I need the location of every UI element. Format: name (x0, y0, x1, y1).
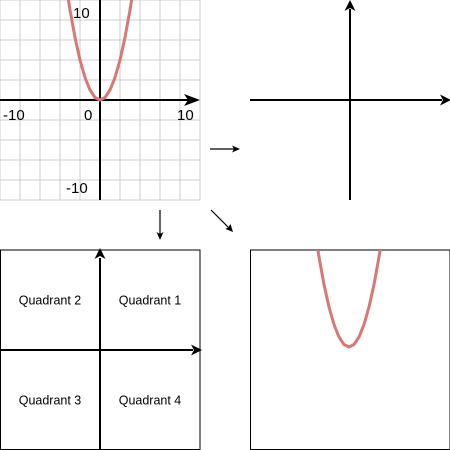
tick-label-y-min: -10 (66, 180, 88, 197)
curve-panel-frame (251, 250, 450, 450)
quadrant-2-label: Quadrant 2 (19, 294, 82, 308)
tick-label-x-min: -10 (3, 107, 25, 124)
tick-label-y-max: 10 (73, 5, 90, 22)
curve-panel (251, 245, 450, 450)
arrow-diagonal-icon (211, 210, 233, 232)
arrow-down-icon (157, 210, 164, 240)
quadrants-panel: Quadrant 2 Quadrant 1 Quadrant 3 Quadran… (0, 248, 202, 450)
tick-label-origin: 0 (84, 107, 92, 124)
quadrant-1-label: Quadrant 1 (119, 294, 182, 308)
tick-label-x-max: 10 (177, 107, 194, 124)
axes-panel (250, 0, 450, 200)
graph-panel: 10 -10 0 10 -10 (0, 0, 200, 200)
arrow-right-icon (210, 146, 240, 153)
quadrant-3-label: Quadrant 3 (19, 394, 82, 408)
quadrant-4-label: Quadrant 4 (119, 394, 182, 408)
